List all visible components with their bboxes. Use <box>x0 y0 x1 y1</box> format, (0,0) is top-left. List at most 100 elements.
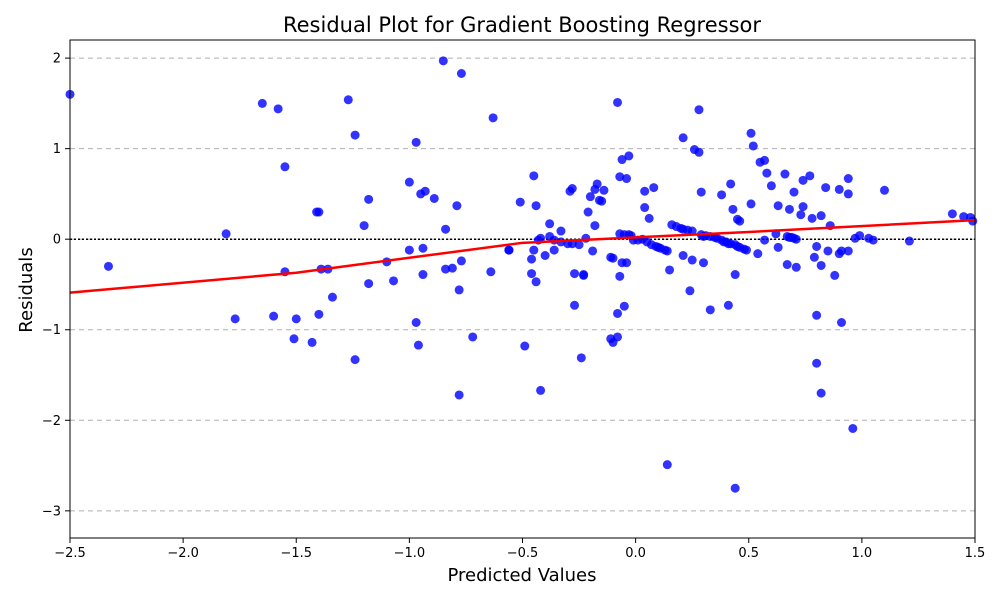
data-point <box>515 197 525 207</box>
data-point <box>404 177 414 187</box>
data-point <box>529 171 539 181</box>
data-point <box>314 207 324 217</box>
data-point <box>429 193 439 203</box>
data-point <box>796 210 806 220</box>
data-point <box>622 174 632 184</box>
data-point <box>812 310 822 320</box>
data-point <box>615 172 625 182</box>
data-point <box>359 221 369 231</box>
data-point <box>649 183 659 193</box>
data-point <box>843 189 853 199</box>
data-point <box>307 337 317 347</box>
data-point <box>766 181 776 191</box>
data-point <box>280 162 290 172</box>
data-point <box>640 203 650 213</box>
data-point <box>762 168 772 178</box>
data-point <box>816 260 826 270</box>
data-point <box>644 213 654 223</box>
data-point <box>773 242 783 252</box>
y-tick-label: −1 <box>42 323 61 338</box>
data-point <box>685 286 695 296</box>
data-point <box>807 213 817 223</box>
data-point <box>364 279 374 289</box>
data-point <box>678 250 688 260</box>
data-point <box>597 196 607 206</box>
data-point <box>726 179 736 189</box>
data-point <box>830 270 840 280</box>
data-point <box>746 128 756 138</box>
x-tick-label: 1.5 <box>965 546 986 561</box>
data-point <box>230 314 240 324</box>
data-point <box>662 460 672 470</box>
data-point <box>556 226 566 236</box>
data-point <box>798 175 808 185</box>
data-point <box>843 246 853 256</box>
data-point <box>536 233 546 243</box>
data-point <box>536 385 546 395</box>
x-tick-label: 1.0 <box>852 546 873 561</box>
data-point <box>590 221 600 231</box>
data-point <box>816 388 826 398</box>
data-point <box>327 292 337 302</box>
data-point <box>904 236 914 246</box>
data-point <box>418 243 428 253</box>
data-point <box>880 185 889 195</box>
data-point <box>622 258 632 268</box>
data-point <box>789 187 799 197</box>
data-point <box>821 183 831 193</box>
x-tick-label: −2.5 <box>54 546 86 561</box>
data-point <box>798 202 808 212</box>
data-point <box>694 147 704 157</box>
data-point <box>257 98 267 108</box>
y-tick-label: 0 <box>53 233 61 248</box>
data-point <box>782 260 792 270</box>
data-point <box>805 171 815 181</box>
data-point <box>735 216 745 226</box>
y-tick-label: −3 <box>42 504 61 519</box>
data-point <box>585 192 595 202</box>
data-point <box>314 309 324 319</box>
x-tick-label: 0.5 <box>738 546 759 561</box>
data-point <box>959 212 969 222</box>
data-point <box>834 184 844 194</box>
data-point <box>619 301 629 311</box>
data-point <box>717 190 727 200</box>
data-point <box>567 183 577 193</box>
data-point <box>640 186 650 196</box>
x-tick-label: −1.0 <box>394 546 426 561</box>
data-point <box>678 133 688 143</box>
data-point <box>662 246 672 256</box>
x-tick-label: 0.0 <box>625 546 646 561</box>
data-point <box>687 255 697 265</box>
data-point <box>748 141 758 151</box>
data-point <box>454 390 464 400</box>
data-point <box>581 233 591 243</box>
data-point <box>599 185 609 195</box>
data-point <box>504 245 514 255</box>
x-tick-label: −1.5 <box>280 546 312 561</box>
data-point <box>413 340 423 350</box>
data-point <box>389 276 399 286</box>
x-axis-label: Predicted Values <box>447 565 596 586</box>
data-point <box>576 353 586 363</box>
data-point <box>527 254 537 264</box>
data-point <box>741 245 751 255</box>
data-point <box>456 256 466 266</box>
x-axis-ticks: −2.5 −2.0 −1.5 −1.0 −0.5 0.0 0.5 1.0 1.5 <box>54 538 985 561</box>
data-point <box>837 246 847 256</box>
data-point <box>947 209 957 219</box>
data-point <box>699 258 708 268</box>
data-point <box>728 204 738 214</box>
data-point <box>269 311 279 321</box>
data-point <box>411 137 421 147</box>
data-point <box>837 318 847 328</box>
data-point <box>452 201 462 211</box>
data-point <box>780 169 790 179</box>
data-point <box>103 261 113 271</box>
data-point <box>486 267 496 277</box>
x-tick-label: −2.0 <box>167 546 199 561</box>
data-point <box>221 229 231 239</box>
data-point <box>812 358 822 368</box>
y-tick-label: 2 <box>53 52 61 67</box>
